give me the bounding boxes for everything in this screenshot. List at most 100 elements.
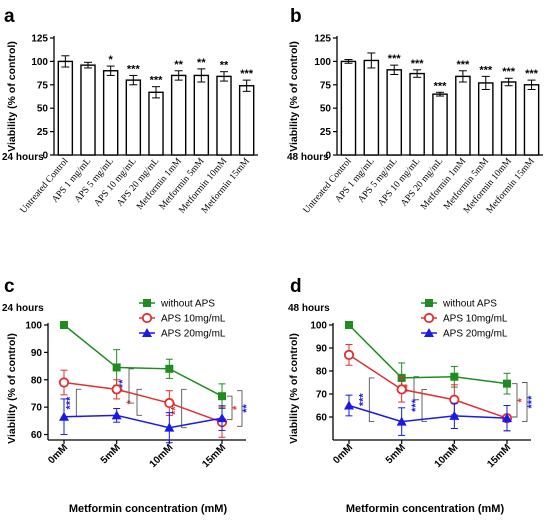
x-tick-label: 0mM <box>46 442 70 466</box>
panel-a: a 0 25 50 75 100 125 Viability (% of control)24… <box>2 6 258 216</box>
y-axis-label: Viability (% of control) <box>288 41 300 152</box>
panel-label: d <box>290 276 302 297</box>
time-label: 48 hours <box>287 152 329 163</box>
y-tick-label: 25 <box>320 127 332 138</box>
bracket-label: ** <box>402 383 414 392</box>
bracket-label: *** <box>64 396 76 410</box>
bracket-label: * <box>516 397 528 402</box>
legend-label: without APS <box>442 299 497 310</box>
time-label: 24 hours <box>2 152 44 163</box>
significance-label: ** <box>220 60 229 72</box>
series-line <box>348 354 508 419</box>
y-tick-label: 50 <box>37 104 49 115</box>
x-tick-label: 5mM <box>99 442 123 466</box>
panel-label: b <box>290 6 302 27</box>
y-tick-label: 0 <box>325 151 331 162</box>
significance-label: ** <box>174 59 183 71</box>
bar <box>148 91 164 156</box>
significance-bracket <box>75 388 82 418</box>
significance-label: ** <box>197 57 206 69</box>
significance-bracket <box>237 390 243 427</box>
bracket-label: *** <box>526 395 538 409</box>
series-line <box>348 404 508 423</box>
bar <box>409 72 425 156</box>
x-tick-label: 0mM <box>331 442 355 466</box>
x-axis-label: Metformin concentration (mM) <box>346 503 505 515</box>
bracket-label: * <box>231 405 243 410</box>
data-point <box>450 372 459 381</box>
bar <box>238 85 255 156</box>
significance-bracket <box>512 383 518 418</box>
y-tick-label: 50 <box>320 104 332 115</box>
y-tick-label: 0 <box>42 151 48 162</box>
data-point <box>343 349 355 360</box>
legend-marker <box>142 328 152 337</box>
series-line <box>348 324 508 385</box>
y-tick-label: 100 <box>310 321 327 332</box>
series-line <box>63 414 223 429</box>
data-point <box>344 400 354 410</box>
legend-marker <box>425 299 433 307</box>
y-tick-label: 80 <box>31 375 43 386</box>
series-aps20 <box>344 394 512 436</box>
y-tick-label: 100 <box>314 57 331 68</box>
y-tick-label: 90 <box>316 344 328 355</box>
bar <box>193 74 210 156</box>
series-line <box>63 381 223 423</box>
bar <box>170 74 187 156</box>
data-point <box>218 392 226 401</box>
significance-bracket <box>136 388 142 416</box>
significance-label: *** <box>150 75 164 87</box>
legend-marker <box>141 312 153 324</box>
data-point <box>59 411 69 421</box>
bracket-label: *** <box>410 398 422 412</box>
y-axis-label: Viability (% of control) <box>6 333 18 444</box>
data-point <box>217 413 227 423</box>
y-tick-label: 90 <box>31 348 43 359</box>
y-tick-label: 60 <box>316 413 328 424</box>
bar <box>500 81 517 156</box>
data-point <box>502 413 512 423</box>
x-tick-label: 5mM <box>384 442 408 466</box>
bar <box>57 60 74 156</box>
legend-label: APS 10mg/mL <box>443 314 508 325</box>
bar <box>340 60 357 156</box>
legend-marker <box>424 328 434 337</box>
panel-label: c <box>4 276 15 297</box>
bracket-label: * <box>125 399 137 404</box>
series-without_aps <box>60 321 226 410</box>
data-point <box>111 384 122 395</box>
significance-label: *** <box>479 64 493 76</box>
data-point <box>111 410 122 420</box>
significance-label: *** <box>388 53 402 65</box>
legend: without APS APS 10mg/mL APS 20mg/mL <box>421 299 508 340</box>
panel-label: a <box>4 6 15 27</box>
y-axis-label: Viability (% of control) <box>288 333 300 444</box>
significance-bracket <box>368 377 375 423</box>
y-tick-label: 125 <box>31 34 48 45</box>
y-tick-label: 25 <box>37 127 49 138</box>
y-tick-label: 100 <box>31 57 48 68</box>
data-point <box>112 363 121 372</box>
time-label: 48 hours <box>288 303 330 314</box>
y-tick-label: 125 <box>314 34 331 45</box>
significance-label: *** <box>502 66 516 78</box>
series-aps10 <box>58 369 228 438</box>
bar <box>386 69 403 156</box>
bar <box>477 82 494 156</box>
significance-label: *** <box>525 68 539 80</box>
bar <box>216 75 232 156</box>
bracket-label: *** <box>357 393 369 407</box>
bracket-label: ** <box>241 404 253 413</box>
significance-label: *** <box>434 80 448 92</box>
series-line <box>63 324 223 397</box>
legend-label: APS 20mg/mL <box>443 329 508 340</box>
x-tick-label: 15mM <box>485 442 513 470</box>
legend-label: without APS <box>160 299 215 310</box>
bar <box>363 59 380 156</box>
significance-label: *** <box>240 68 254 80</box>
legend-marker <box>423 312 435 324</box>
panel-b: b 0 25 50 75 100 125 Viability (% of control)48… <box>287 6 543 216</box>
significance-label: *** <box>127 63 141 75</box>
